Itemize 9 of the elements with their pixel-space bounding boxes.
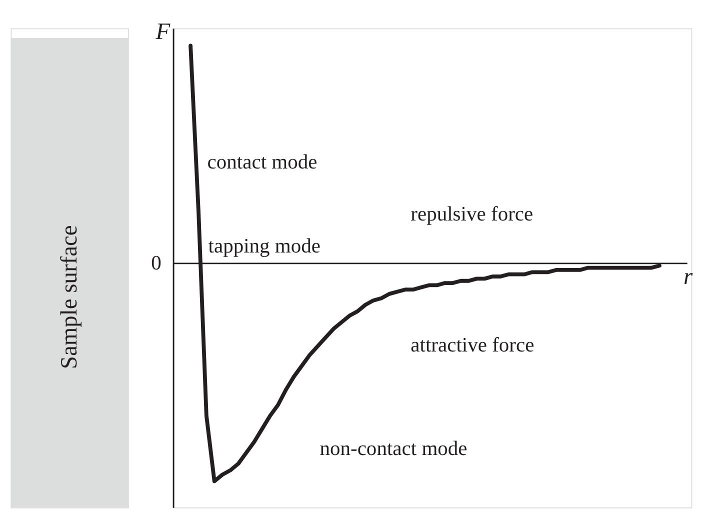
annotation: attractive force xyxy=(410,334,534,356)
annotation: contact mode xyxy=(207,152,318,174)
y-axis-title: F xyxy=(154,19,171,46)
annotation: non-contact mode xyxy=(320,438,468,460)
annotation: tapping mode xyxy=(208,236,321,258)
text: 0 xyxy=(151,252,162,274)
x-axis-title: r xyxy=(683,264,694,290)
text: Sample surface xyxy=(56,225,82,370)
annotation: repulsive force xyxy=(410,203,534,226)
